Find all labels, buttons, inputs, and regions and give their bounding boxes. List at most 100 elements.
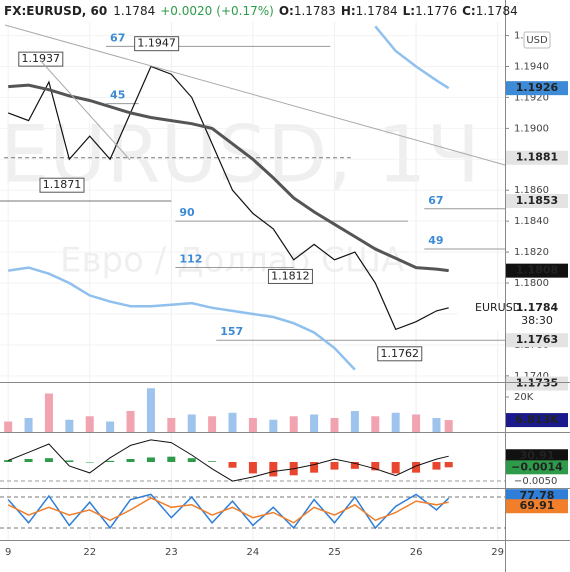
bar — [432, 418, 441, 432]
indicator-tag: 30.91 — [520, 449, 555, 462]
bar — [412, 414, 421, 432]
bar — [187, 414, 196, 432]
bar — [330, 418, 339, 432]
last-price-tag: 1.1784 — [516, 301, 559, 314]
series-line — [8, 266, 356, 371]
bar — [146, 388, 155, 432]
ohlc-label: C: — [462, 4, 476, 18]
price-tag-bg — [506, 194, 568, 209]
indicator-tag-bg — [506, 449, 568, 464]
price-tag-bg — [506, 81, 568, 96]
x-tick-label: 29 — [491, 547, 504, 558]
bar — [24, 458, 33, 463]
bar — [412, 462, 421, 473]
price-tag-bg — [506, 376, 568, 391]
price-tag: 1.1808 — [516, 264, 558, 277]
bar — [208, 461, 217, 463]
symbol-label: EURUSD — [475, 301, 521, 314]
y-tick-label: 1.1740 — [514, 371, 549, 382]
change-pct: (+0.17%) — [216, 4, 274, 18]
bar — [126, 411, 135, 432]
price-annotation: 1.1762 — [381, 347, 420, 360]
price-annotation: 1.1871 — [43, 178, 82, 191]
ohlc-value: 1.1776 — [415, 4, 457, 18]
y-tick-label: 1.1840 — [514, 216, 549, 227]
bar — [444, 462, 453, 468]
y-tick-label: 1.1860 — [514, 185, 549, 196]
trend-line — [39, 59, 131, 161]
fib-label: 67 — [428, 194, 443, 207]
macd-tag-bg — [506, 460, 568, 475]
bar — [146, 457, 155, 463]
price-annotation-box — [134, 36, 180, 52]
bar — [310, 462, 319, 473]
bar — [391, 462, 400, 474]
bar — [24, 418, 33, 432]
bar — [444, 420, 453, 432]
price-annotation-box — [39, 177, 85, 193]
x-tick-label: 26 — [410, 547, 423, 558]
bar — [167, 418, 176, 432]
bar — [310, 414, 319, 432]
currency-box[interactable] — [523, 31, 551, 49]
fib-label: 67 — [110, 31, 125, 44]
macd-tag: −0.0014 — [511, 460, 563, 473]
price-annotation: 1.1937 — [22, 52, 61, 65]
fib-label: 45 — [110, 89, 125, 102]
ohlc-value: 1.1783 — [294, 4, 336, 18]
last-price: 1.1784 — [113, 4, 155, 18]
stoch-tag: 77.78 — [520, 489, 555, 502]
fib-label: 157 — [220, 325, 243, 338]
bar — [4, 460, 13, 463]
y-tick-label: 1.1900 — [514, 123, 549, 134]
bar — [432, 462, 441, 470]
stoch-tag: 69.91 — [520, 499, 555, 512]
x-tick-label: 9 — [5, 547, 11, 558]
x-tick-label: 23 — [165, 547, 178, 558]
bar — [228, 462, 237, 468]
price-tag: 1.1853 — [516, 194, 558, 207]
bar — [350, 462, 359, 469]
bar — [106, 421, 115, 432]
fib-label: 49 — [428, 234, 443, 247]
price-tag: 1.1735 — [516, 377, 558, 390]
y-tick-label: 1.1800 — [514, 278, 549, 289]
currency[interactable]: USD — [526, 35, 548, 46]
price-tag: 1.1763 — [516, 333, 558, 346]
bar — [269, 419, 278, 432]
bar — [371, 416, 380, 432]
bar — [391, 412, 400, 432]
ohlc-value: 1.1784 — [476, 4, 518, 18]
fib-label: 112 — [179, 253, 202, 266]
bar — [330, 462, 339, 470]
bar — [350, 411, 359, 432]
volume-tag-bg — [506, 413, 568, 428]
y-tick-label: 1.1920 — [514, 92, 549, 103]
bar — [187, 458, 196, 463]
price-annotation-box — [377, 346, 423, 362]
volume-tag: 6.813K — [515, 413, 559, 426]
y-tick-label: 1.1820 — [514, 247, 549, 258]
fib-label: 90 — [179, 206, 195, 219]
ohlc-label: H: — [341, 4, 356, 18]
ohlc-value: 1.1784 — [356, 4, 398, 18]
panels: 92223242526291.19601.19401.19201.19001.1… — [0, 0, 568, 558]
series-line — [7, 497, 449, 524]
countdown: 38:30 — [521, 314, 553, 327]
series-line — [8, 83, 449, 273]
change: +0.0020 — [160, 4, 212, 18]
bar — [248, 462, 257, 474]
price-annotation-box — [18, 51, 64, 67]
watermark-sub: Евро / Доллар США — [60, 241, 404, 281]
price-annotation-box — [267, 268, 313, 284]
trend-line — [4, 24, 506, 166]
price-tag: 1.1926 — [516, 81, 559, 94]
bar — [126, 458, 135, 463]
bar — [167, 456, 176, 463]
header-bg — [0, 0, 505, 22]
x-tick-label: 24 — [247, 547, 260, 558]
y-tick-label: −0.0050 — [514, 476, 557, 487]
bar — [208, 416, 217, 432]
